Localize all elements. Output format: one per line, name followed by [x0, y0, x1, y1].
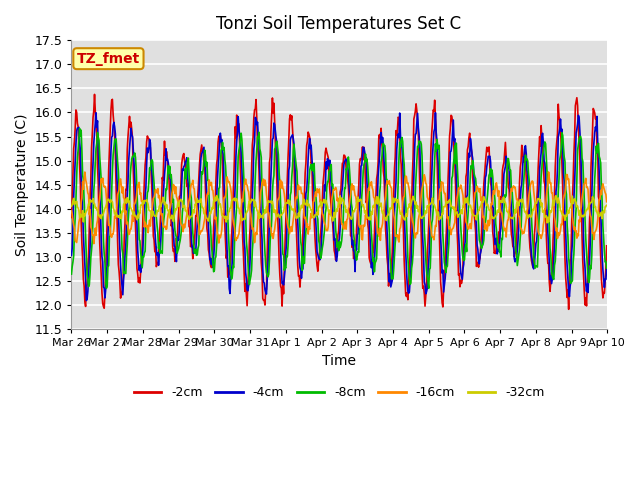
-16cm [77, 199, 85, 205]
Line: -32cm: -32cm [72, 196, 607, 223]
-8cm [420, 227, 428, 233]
-4cm [216, 141, 223, 146]
-8cm [404, 267, 412, 273]
-32cm [420, 213, 428, 219]
-32cm [68, 204, 76, 209]
-4cm [404, 290, 412, 296]
-4cm [133, 221, 141, 227]
-8cm [603, 265, 611, 271]
-2cm [77, 218, 85, 224]
Text: TZ_fmet: TZ_fmet [77, 52, 140, 66]
-2cm [68, 215, 76, 220]
-16cm [133, 188, 141, 194]
-4cm [420, 279, 428, 285]
-2cm [216, 138, 223, 144]
-16cm [603, 199, 611, 204]
-2cm [603, 243, 611, 249]
-8cm [133, 190, 141, 195]
-8cm [188, 195, 195, 201]
-2cm [404, 278, 412, 284]
-2cm [91, 92, 99, 97]
-32cm [77, 214, 85, 219]
-4cm [188, 235, 195, 240]
-32cm [543, 220, 551, 226]
-8cm [76, 126, 83, 132]
-2cm [420, 290, 428, 296]
Line: -2cm: -2cm [72, 95, 607, 309]
Line: -8cm: -8cm [72, 129, 607, 288]
-32cm [132, 215, 140, 220]
-4cm [77, 176, 85, 182]
-32cm [603, 203, 611, 208]
Line: -16cm: -16cm [72, 172, 607, 244]
-32cm [212, 193, 220, 199]
X-axis label: Time: Time [322, 354, 356, 368]
-4cm [68, 252, 76, 258]
-16cm [188, 181, 195, 187]
-16cm [90, 241, 98, 247]
-16cm [545, 169, 552, 175]
-4cm [431, 110, 439, 116]
-16cm [216, 232, 223, 238]
-4cm [83, 298, 90, 303]
-2cm [188, 241, 195, 247]
Line: -4cm: -4cm [72, 113, 607, 300]
-2cm [133, 265, 141, 271]
-16cm [404, 184, 412, 190]
Title: Tonzi Soil Temperatures Set C: Tonzi Soil Temperatures Set C [216, 15, 461, 33]
-2cm [565, 306, 573, 312]
-8cm [425, 286, 433, 291]
-32cm [187, 214, 195, 219]
-16cm [420, 172, 428, 178]
-8cm [68, 271, 76, 277]
-32cm [404, 205, 412, 211]
Legend: -2cm, -4cm, -8cm, -16cm, -32cm: -2cm, -4cm, -8cm, -16cm, -32cm [129, 381, 550, 404]
-8cm [216, 185, 223, 191]
-8cm [78, 147, 86, 153]
-16cm [68, 208, 76, 214]
-32cm [216, 202, 223, 207]
Y-axis label: Soil Temperature (C): Soil Temperature (C) [15, 113, 29, 256]
-4cm [603, 265, 611, 271]
